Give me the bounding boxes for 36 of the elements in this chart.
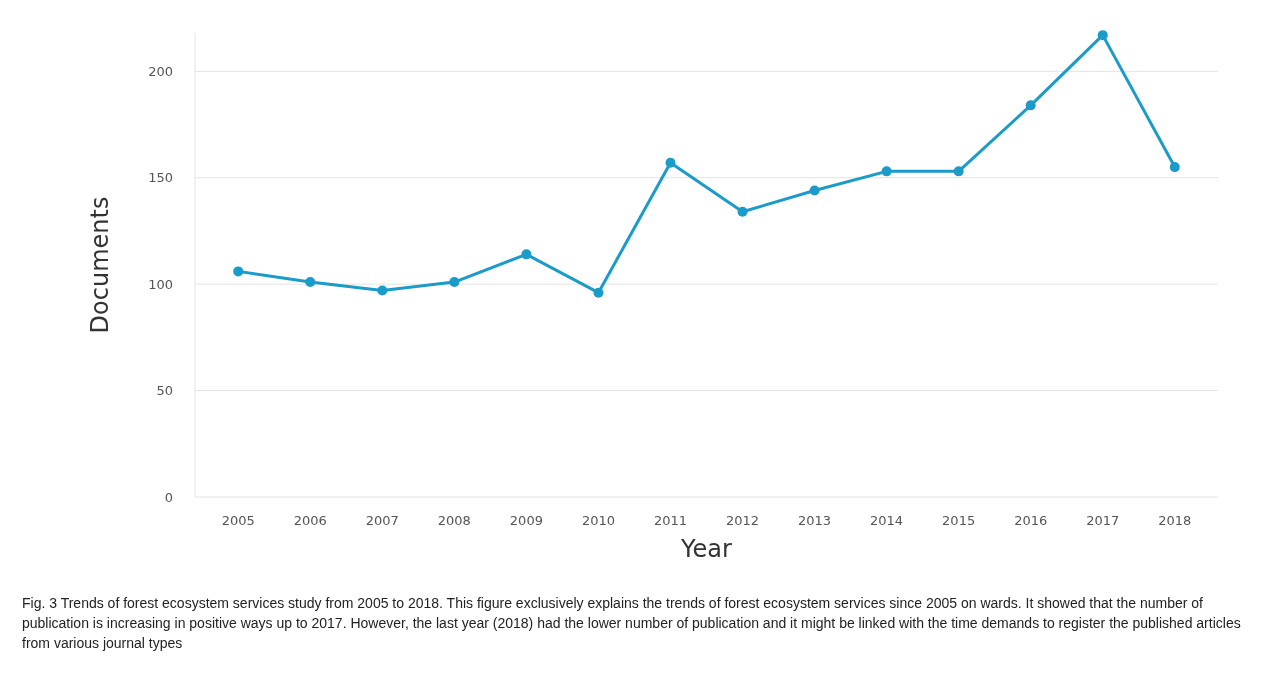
point: [1025, 100, 1036, 111]
x-tick-label: 2015: [942, 513, 976, 528]
caption: Fig. 3 Trends of forest ecosystem services study from 2005 to 2018. This figure exclusively explains the trends of forest ecosystem services since 2005 on wards. It showed that the number of publication is increasing in positive ways up to 2017. However, the last year (2018) had the lower number of publication and it might be linked with the time demands to register the published articles from various journal types: [22, 595, 1241, 651]
point: [953, 166, 964, 177]
point: [881, 166, 892, 177]
x-tick-label: 2016: [1014, 513, 1048, 528]
y-tick-label: 0: [164, 489, 173, 505]
x-tick-label: 2007: [365, 513, 399, 528]
y-tick-label: 150: [148, 170, 173, 186]
x-tick-label: 2006: [293, 513, 327, 528]
x-tick-label: 2012: [725, 513, 760, 528]
point: [809, 185, 820, 196]
x-tick-label: 2018: [1158, 513, 1192, 528]
x-tick-label: 2005: [221, 513, 255, 528]
point: [377, 285, 388, 296]
point: [449, 277, 460, 288]
x-tick-label: 2011: [653, 513, 688, 528]
point: [1097, 30, 1108, 41]
y-tick-label: 100: [148, 276, 173, 292]
point: [1169, 162, 1180, 173]
point: [737, 206, 748, 217]
x-tick-label: 2014: [870, 513, 904, 528]
point: [593, 287, 604, 298]
x-tick-label: 2009: [509, 513, 543, 528]
point: [521, 249, 532, 260]
y-axis-title: Documents: [86, 196, 114, 334]
y-tick-label: 200: [148, 63, 173, 79]
point: [233, 266, 244, 277]
x-axis-title: Year: [680, 535, 733, 563]
x-tick-label: 2010: [581, 513, 615, 528]
y-tick-label: 50: [156, 383, 173, 399]
point: [305, 277, 316, 288]
x-tick-label: 2008: [437, 513, 471, 528]
x-tick-label: 2017: [1086, 513, 1120, 528]
point: [665, 157, 676, 168]
x-tick-label: 2013: [798, 513, 832, 528]
